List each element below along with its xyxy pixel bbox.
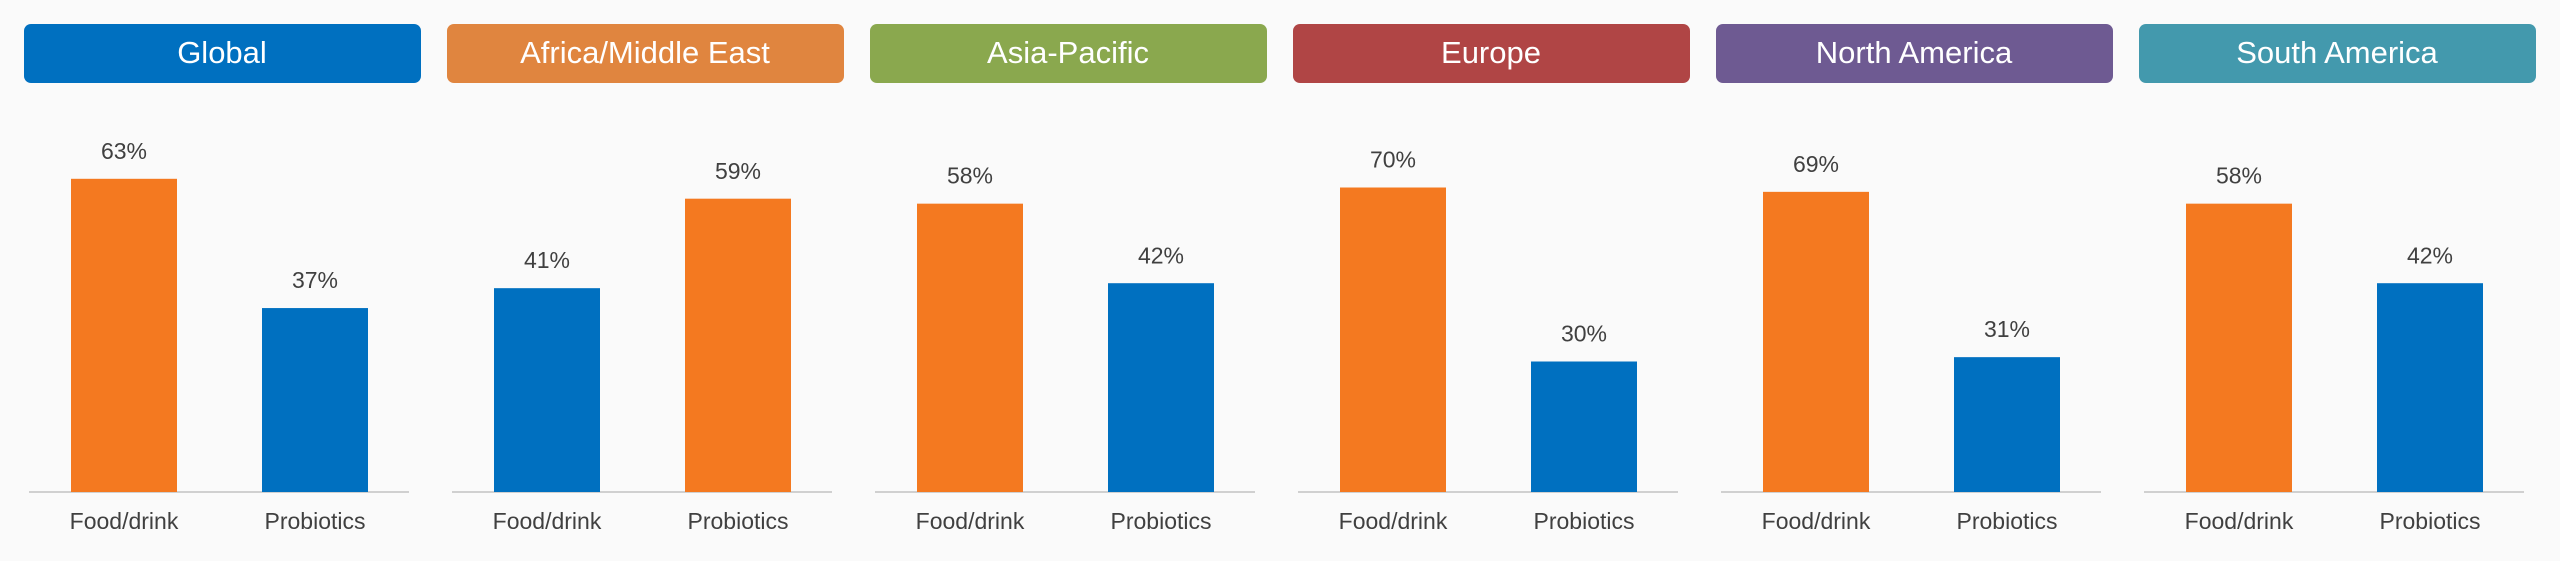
- value-label: 42%: [2407, 242, 2453, 268]
- bar: [2186, 203, 2292, 492]
- x-tick-label: Probiotics: [265, 508, 366, 534]
- value-label: 70%: [1370, 147, 1416, 173]
- value-label: 31%: [1984, 316, 2030, 342]
- x-tick-label: Food/drink: [493, 508, 602, 534]
- x-tick-label: Probiotics: [1957, 508, 2058, 534]
- bar: [1531, 361, 1637, 492]
- value-label: 59%: [715, 158, 761, 184]
- value-label: 41%: [524, 247, 570, 273]
- panel-title: Asia-Pacific: [987, 35, 1149, 70]
- x-tick-label: Probiotics: [688, 508, 789, 534]
- panel-title: Europe: [1441, 35, 1541, 70]
- bar: [1763, 191, 1869, 492]
- value-label: 58%: [2216, 163, 2262, 189]
- x-tick-label: Food/drink: [70, 508, 179, 534]
- x-tick-label: Food/drink: [916, 508, 1025, 534]
- panel-header: [447, 24, 844, 83]
- value-label: 42%: [1138, 242, 1184, 268]
- value-label: 63%: [101, 138, 147, 164]
- x-tick-label: Food/drink: [2185, 508, 2294, 534]
- panel-header: [1293, 24, 1690, 83]
- panel-header: [870, 24, 1267, 83]
- panel-header: [24, 24, 421, 83]
- bar: [71, 178, 177, 493]
- x-tick-label: Probiotics: [1534, 508, 1635, 534]
- panel-title: Global: [177, 35, 267, 70]
- bar: [262, 308, 368, 492]
- bar: [2377, 283, 2483, 492]
- x-tick-label: Probiotics: [2380, 508, 2481, 534]
- bar: [494, 288, 600, 492]
- value-label: 69%: [1793, 151, 1839, 177]
- bar: [917, 203, 1023, 492]
- bar: [1108, 283, 1214, 492]
- x-tick-label: Probiotics: [1111, 508, 1212, 534]
- x-tick-label: Food/drink: [1339, 508, 1448, 534]
- x-tick-label: Food/drink: [1762, 508, 1871, 534]
- panel-title: South America: [2236, 35, 2438, 70]
- bar: [685, 198, 791, 492]
- bar: [1340, 187, 1446, 492]
- panel-title: Africa/Middle East: [520, 35, 770, 70]
- bar: [1954, 357, 2060, 492]
- panel-header: [2139, 24, 2536, 83]
- value-label: 37%: [292, 267, 338, 293]
- value-label: 58%: [947, 163, 993, 189]
- value-label: 30%: [1561, 321, 1607, 347]
- panel-header: [1716, 24, 2113, 83]
- panel-title: North America: [1816, 35, 2013, 70]
